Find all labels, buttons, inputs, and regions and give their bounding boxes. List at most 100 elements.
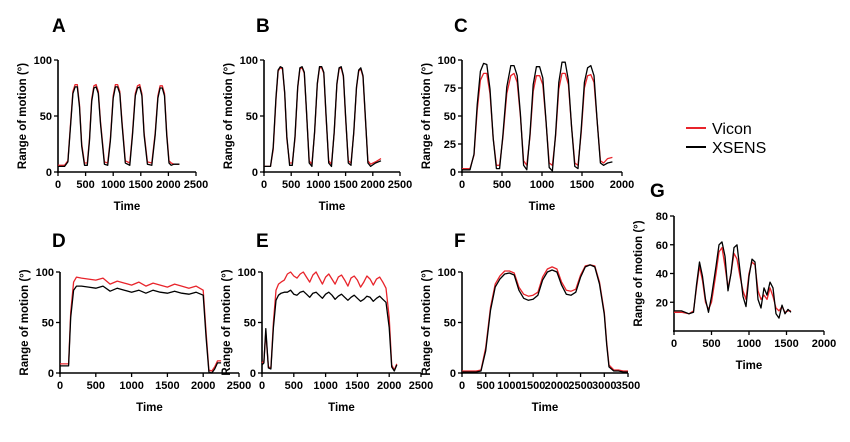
x-tick-label-f: 1500 <box>521 380 545 392</box>
y-axis-title-c: Range of motion (°) <box>421 63 433 169</box>
y-tick-label-e: 0 <box>250 368 256 380</box>
x-axis-title-f: Time <box>532 402 559 414</box>
y-tick-label-c: 75 <box>444 83 456 95</box>
x-tick-label-c: 1000 <box>530 179 554 191</box>
y-tick-label-e: 50 <box>244 318 256 330</box>
y-tick-label-f: 50 <box>444 318 456 330</box>
panel-letter-e: E <box>256 231 269 252</box>
legend-label-xsens: XSENS <box>712 140 766 157</box>
x-axis-title-c: Time <box>529 201 556 213</box>
panel-letter-d: D <box>52 231 66 252</box>
x-tick-label-g: 2000 <box>812 338 836 350</box>
panel-letter-g: G <box>650 181 665 202</box>
panel-b: B 0 500 1000 1500 2000 2500 0 50 100 Time Range of … <box>223 16 412 213</box>
x-tick-label-g: 1500 <box>774 338 798 350</box>
x-tick-label-d: 2500 <box>227 380 251 392</box>
series-xsens-g <box>674 241 792 319</box>
y-tick-label-a: 0 <box>46 167 52 179</box>
x-tick-label-e: 0 <box>259 380 265 392</box>
series-vicon-e <box>261 271 398 371</box>
series-vicon-a <box>58 83 180 166</box>
x-tick-label-f: 3500 <box>616 380 640 392</box>
x-tick-label-c: 500 <box>493 179 511 191</box>
series-xsens-e <box>261 289 398 372</box>
x-tick-label-f: 2000 <box>545 380 569 392</box>
y-tick-label-g: 60 <box>656 240 668 252</box>
y-tick-label-d: 50 <box>42 318 54 330</box>
x-tick-label-f: 500 <box>477 380 495 392</box>
x-tick-label-b: 2500 <box>388 179 412 191</box>
y-tick-label-b: 50 <box>246 111 258 123</box>
panel-letter-c: C <box>454 16 468 37</box>
x-tick-label-c: 0 <box>459 179 465 191</box>
x-axis-title-g: Time <box>736 360 763 372</box>
y-tick-label-c: 0 <box>450 167 456 179</box>
panel-letter-a: A <box>52 16 66 37</box>
x-tick-label-f: 1000 <box>497 380 521 392</box>
y-axis-title-g: Range of motion (°) <box>633 220 645 326</box>
x-tick-label-d: 2000 <box>191 380 215 392</box>
x-tick-label-g: 500 <box>702 338 720 350</box>
y-tick-label-c: 50 <box>444 111 456 123</box>
panel-d: D 0 500 1000 1500 2000 2500 0 50 100 Time Range of … <box>19 231 251 414</box>
series-xsens-a <box>58 86 180 168</box>
panel-letter-b: B <box>256 16 270 37</box>
y-tick-label-d: 100 <box>36 267 54 279</box>
series-xsens-f <box>462 264 628 373</box>
x-tick-label-a: 2000 <box>156 179 180 191</box>
y-tick-label-g: 20 <box>656 297 668 309</box>
series-xsens-c <box>462 61 613 172</box>
panel-a: A 0 500 1000 1500 2000 2500 0 50 100 Time Range of … <box>17 16 208 213</box>
y-tick-label-g: 80 <box>656 211 668 223</box>
x-tick-label-e: 2500 <box>409 380 433 392</box>
y-tick-label-a: 100 <box>34 55 52 67</box>
x-axis-title-a: Time <box>114 201 141 213</box>
x-axis-title-d: Time <box>136 402 163 414</box>
y-tick-label-c: 100 <box>438 55 456 67</box>
x-tick-label-a: 500 <box>76 179 94 191</box>
x-tick-label-c: 2000 <box>610 179 634 191</box>
y-tick-label-c: 25 <box>444 139 456 151</box>
y-tick-label-e: 100 <box>238 267 256 279</box>
y-tick-label-d: 0 <box>48 368 54 380</box>
x-axis-title-e: Time <box>328 402 355 414</box>
legend: Vicon XSENS <box>686 121 766 157</box>
y-axis-title-b: Range of motion (°) <box>223 63 235 169</box>
x-tick-label-e: 1000 <box>313 380 337 392</box>
x-tick-label-b: 0 <box>261 179 267 191</box>
y-axis-title-f: Range of motion (°) <box>421 269 433 375</box>
y-axis-title-a: Range of motion (°) <box>17 63 29 169</box>
series-xsens-d <box>60 285 222 374</box>
x-tick-label-b: 1500 <box>333 179 357 191</box>
x-tick-label-f: 2500 <box>568 380 592 392</box>
x-tick-label-d: 1500 <box>155 380 179 392</box>
y-tick-label-b: 0 <box>252 167 258 179</box>
series-vicon-g <box>674 246 791 315</box>
x-tick-label-c: 1500 <box>570 179 594 191</box>
x-tick-label-e: 2000 <box>377 380 401 392</box>
y-tick-label-a: 50 <box>40 111 52 123</box>
x-axis-title-b: Time <box>319 201 346 213</box>
series-vicon-c <box>462 72 613 170</box>
x-tick-label-a: 1000 <box>101 179 125 191</box>
series-xsens-b <box>264 66 382 168</box>
y-axis-title-e: Range of motion (°) <box>221 269 233 375</box>
x-tick-label-a: 0 <box>55 179 61 191</box>
x-tick-label-b: 2000 <box>361 179 385 191</box>
series-vicon-f <box>462 264 628 372</box>
x-tick-label-g: 0 <box>671 338 677 350</box>
y-tick-label-g: 40 <box>656 269 668 281</box>
panel-f: F 0 500 1000 1500 2000 2500 3000 3500 0 50 100 Time R… <box>421 231 640 414</box>
x-tick-label-a: 1500 <box>129 179 153 191</box>
legend-label-vicon: Vicon <box>712 121 752 138</box>
y-tick-label-f: 100 <box>438 267 456 279</box>
y-tick-label-f: 0 <box>450 368 456 380</box>
x-tick-label-b: 500 <box>282 179 300 191</box>
y-axis-title-d: Range of motion (°) <box>19 269 31 375</box>
x-tick-label-e: 500 <box>285 380 303 392</box>
panel-g: G 0 500 1000 1500 2000 20 40 60 80 Time Range of mo… <box>633 181 836 372</box>
panel-c: C 0 500 1000 1500 2000 0 25 50 75 100 Time Range of … <box>421 16 634 213</box>
x-tick-label-g: 1000 <box>737 338 761 350</box>
